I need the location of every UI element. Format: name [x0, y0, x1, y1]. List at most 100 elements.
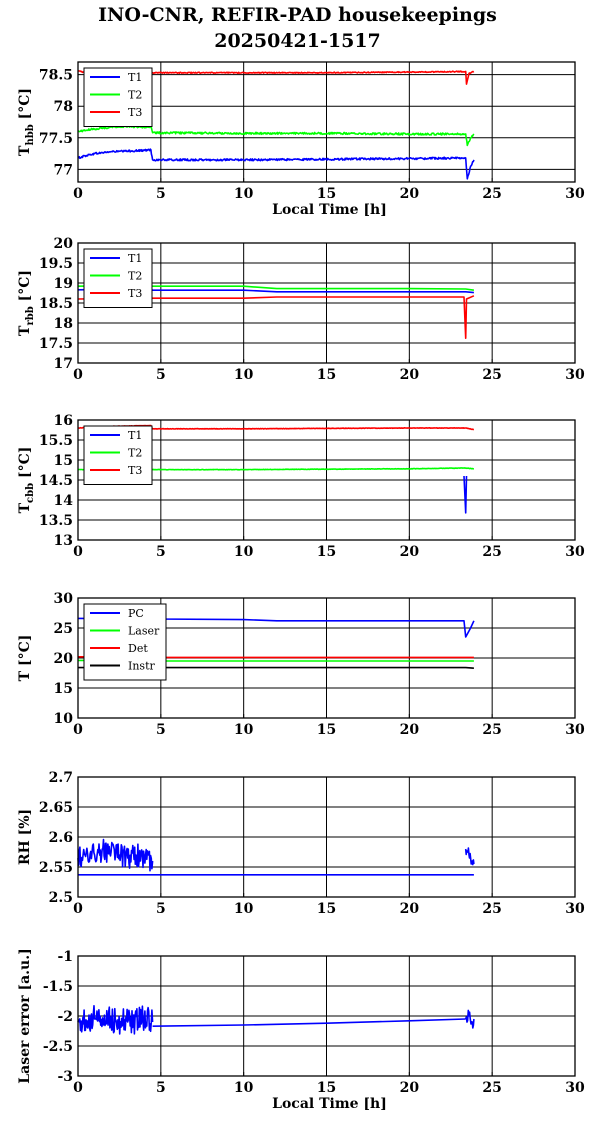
legend: T1 T2 T3 — [83, 67, 153, 127]
y-tick-label: -2.5 — [43, 1039, 73, 1055]
y-axis-label: RH [%] — [17, 809, 33, 865]
x-tick-label: 15 — [317, 1080, 336, 1096]
y-tick-label: 19 — [54, 276, 73, 292]
y-tick-label: 16 — [54, 413, 73, 429]
x-tick-label: 25 — [482, 901, 501, 917]
x-tick-label: 30 — [565, 186, 585, 202]
chart-panel-4: 0 5 10 15 20 25 30 10 15 20 25 30 T [°C] PC Laser Det In… — [17, 591, 585, 738]
x-tick-label: 20 — [400, 722, 420, 738]
x-tick-label: 10 — [234, 186, 254, 202]
legend-label-pc: PC — [128, 607, 144, 620]
figure-title: INO-CNR, REFIR-PAD housekeepings 2025042… — [0, 2, 595, 54]
y-tick-label: -3 — [57, 1069, 73, 1085]
figure-title-line1: INO-CNR, REFIR-PAD housekeepings — [98, 4, 497, 26]
y-tick-label: 20 — [54, 236, 74, 252]
x-tick-label: 15 — [317, 367, 336, 383]
x-tick-label: 10 — [234, 367, 254, 383]
series-line-3 — [464, 847, 475, 866]
legend-label-t3: T3 — [128, 106, 142, 119]
legend: T1 T2 T3 — [83, 425, 153, 485]
y-axis-label-unit: [°C] — [17, 270, 33, 306]
x-tick-label: 25 — [482, 544, 501, 560]
chart-panel-1: 0 5 10 15 20 25 30 77 77.5 78 78.5 Local Time [h] Th… — [17, 61, 585, 218]
y-tick-label: 2.7 — [49, 770, 73, 786]
x-tick-label: 20 — [400, 901, 420, 917]
y-axis-label-subscript: cbb — [25, 483, 36, 503]
y-tick-label: 2.6 — [49, 830, 73, 846]
y-tick-label: 14 — [54, 493, 74, 509]
y-axis-label: T [°C] — [17, 635, 33, 682]
x-tick-label: 0 — [73, 367, 83, 383]
x-tick-label: 0 — [73, 544, 83, 560]
y-tick-label: 25 — [54, 621, 73, 637]
x-tick-label: 5 — [156, 901, 166, 917]
y-tick-label: 13 — [54, 533, 73, 549]
y-axis-label-unit: [°C] — [17, 88, 33, 124]
x-tick-label: 0 — [73, 901, 83, 917]
x-tick-label: 30 — [565, 544, 585, 560]
legend-label-laser: Laser — [128, 625, 160, 638]
y-tick-label: 19.5 — [39, 256, 73, 272]
x-tick-label: 0 — [73, 722, 83, 738]
x-tick-label: 0 — [73, 186, 83, 202]
y-tick-label: 17 — [54, 356, 73, 372]
x-tick-label: 15 — [317, 901, 336, 917]
x-tick-label: 0 — [73, 1080, 83, 1096]
chart-panel-5: 0 5 10 15 20 25 30 2.5 2.55 2.6 2.65 2.7 RH [%] — [17, 770, 585, 917]
y-tick-label: 2.5 — [49, 890, 73, 906]
y-tick-label: -2 — [57, 1009, 73, 1025]
legend-label-t2: T2 — [128, 89, 142, 102]
y-tick-label: 17.5 — [39, 336, 73, 352]
legend-label-det: Det — [128, 642, 148, 655]
legend-label-t2: T2 — [128, 270, 142, 283]
series-line-t1 — [463, 475, 468, 514]
y-tick-label: 10 — [54, 711, 74, 727]
y-tick-label: 15 — [54, 681, 73, 697]
series-line-t1 — [77, 148, 475, 180]
x-tick-label: 5 — [156, 186, 166, 202]
y-axis-label: Tcbb [°C] — [17, 447, 36, 514]
legend-label-t3: T3 — [128, 464, 142, 477]
y-axis-label: Laser error [a.u.] — [17, 948, 33, 1083]
x-tick-label: 30 — [565, 722, 585, 738]
y-tick-label: -1.5 — [43, 979, 73, 995]
x-tick-label: 5 — [156, 1080, 166, 1096]
series-line-1 — [77, 838, 154, 872]
legend: PC Laser Det Instr — [83, 603, 167, 681]
x-tick-label: 25 — [482, 186, 501, 202]
y-tick-label: 14.5 — [39, 473, 73, 489]
y-axis-label-subscript: rbb — [25, 306, 36, 325]
y-tick-label: -1 — [57, 949, 73, 965]
y-tick-label: 77 — [54, 162, 73, 178]
legend: T1 T2 T3 — [83, 248, 153, 308]
legend-box — [83, 603, 167, 681]
y-axis-label-main: T — [17, 502, 33, 513]
x-axis-label: Local Time [h] — [272, 1096, 387, 1112]
y-tick-label: 30 — [54, 591, 74, 607]
x-tick-label: 30 — [565, 901, 585, 917]
chart-panel-2: 0 5 10 15 20 25 30 17 17.5 18 18.5 19 19.5 20 Trbb [°C… — [17, 236, 585, 383]
x-axis-label: Local Time [h] — [272, 202, 387, 218]
y-tick-label: 13.5 — [39, 513, 73, 529]
x-tick-label: 15 — [317, 722, 336, 738]
y-tick-label: 2.65 — [39, 800, 73, 816]
y-axis-label-main: T — [17, 325, 33, 336]
x-tick-label: 5 — [156, 722, 166, 738]
y-tick-label: 78 — [54, 99, 73, 115]
x-tick-label: 5 — [156, 367, 166, 383]
y-tick-label: 2.55 — [39, 860, 73, 876]
figure-title-line2: 20250421-1517 — [214, 30, 381, 52]
y-axis-label-main: T — [17, 145, 33, 156]
x-tick-label: 25 — [482, 1080, 501, 1096]
y-axis-label-main: Laser error [a.u.] — [17, 948, 33, 1083]
legend-label-t1: T1 — [128, 252, 142, 265]
y-tick-label: 18 — [54, 316, 73, 332]
y-axis-label-unit: [°C] — [17, 447, 33, 483]
chart-panel-6: 0 5 10 15 20 25 30 -3 -2.5 -2 -1.5 -1 Local Time [h]… — [17, 948, 585, 1112]
x-tick-label: 20 — [400, 544, 420, 560]
y-axis-label-main: RH [%] — [17, 809, 33, 865]
x-tick-label: 10 — [234, 544, 254, 560]
series-line-3 — [464, 1009, 475, 1029]
y-tick-label: 18.5 — [39, 296, 73, 312]
chart-panel-3: 0 5 10 15 20 25 30 13 13.5 14 14.5 15 15.5 16 Tcbb [°C… — [17, 413, 585, 560]
